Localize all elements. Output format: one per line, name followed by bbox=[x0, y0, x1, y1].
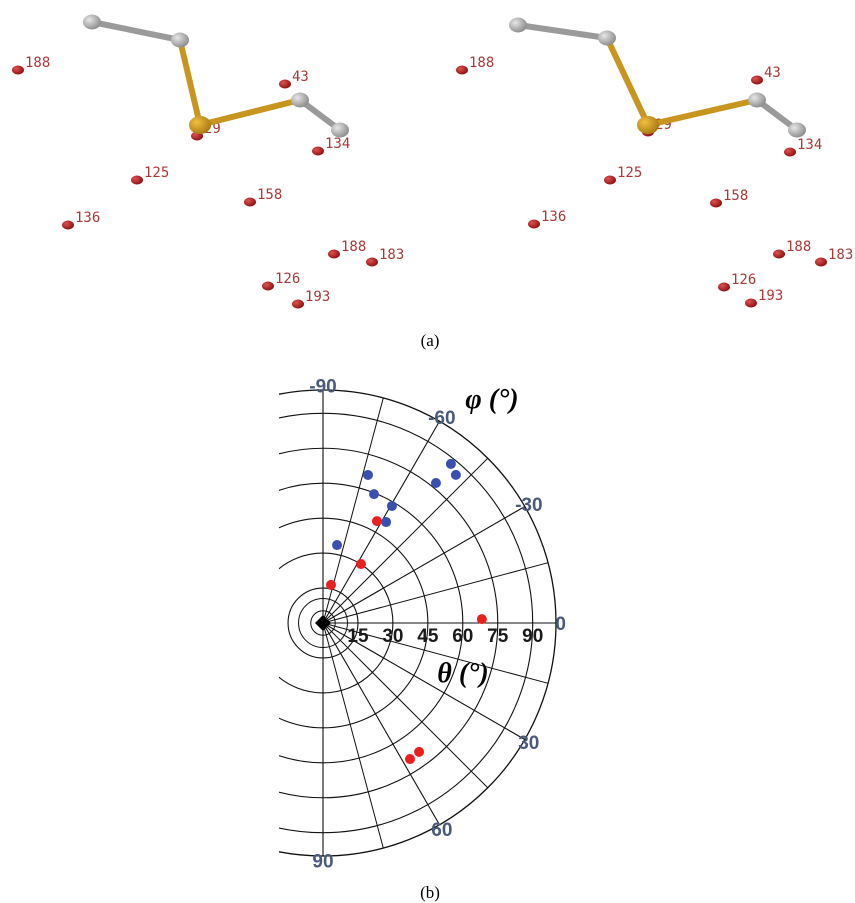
bond bbox=[607, 38, 648, 125]
atom bbox=[331, 123, 349, 138]
atom-dot bbox=[366, 258, 378, 267]
grid-spoke bbox=[323, 623, 440, 825]
theta-tick-label: 90 bbox=[522, 626, 543, 647]
data-point bbox=[414, 747, 424, 757]
atom bbox=[598, 31, 616, 46]
atom-dot bbox=[710, 199, 722, 208]
caption: (b) bbox=[420, 883, 440, 902]
atom-dot bbox=[745, 299, 757, 308]
data-point bbox=[405, 754, 415, 764]
phi-tick-label: -30 bbox=[515, 495, 542, 516]
minor-spoke bbox=[323, 458, 488, 623]
caption: (a) bbox=[421, 331, 440, 350]
theta-tick-label: 30 bbox=[382, 626, 403, 647]
phi-axis-title: φ (°) bbox=[465, 384, 518, 415]
atom-label: 134 bbox=[797, 137, 822, 153]
atom-label: 188 bbox=[786, 239, 811, 255]
atom-label: 188 bbox=[469, 55, 494, 71]
atom-dot bbox=[62, 221, 74, 230]
atom bbox=[83, 15, 101, 30]
atom-dot bbox=[784, 148, 796, 157]
atom-dot bbox=[292, 300, 304, 309]
data-point bbox=[363, 470, 373, 480]
minor-spoke bbox=[323, 563, 548, 623]
theta-tick-label: 75 bbox=[487, 626, 509, 647]
bond bbox=[518, 25, 607, 38]
data-point bbox=[332, 540, 342, 550]
atom-label: 125 bbox=[144, 165, 169, 181]
phi-tick-label: 0 bbox=[555, 614, 566, 635]
theta-axis-title: θ (°) bbox=[437, 658, 488, 689]
data-point bbox=[369, 489, 379, 499]
atom-dot bbox=[312, 147, 324, 156]
atom-label: 158 bbox=[257, 187, 282, 203]
atom-label: 125 bbox=[617, 165, 642, 181]
bond bbox=[92, 22, 180, 40]
data-point bbox=[477, 614, 487, 624]
atom bbox=[189, 116, 211, 134]
bond bbox=[200, 100, 300, 125]
atom-label: 136 bbox=[541, 209, 566, 225]
atom-dot bbox=[751, 76, 763, 85]
atom-label: 188 bbox=[25, 55, 50, 71]
atom-label: 158 bbox=[723, 188, 748, 204]
atom-label: 193 bbox=[305, 289, 330, 305]
data-point bbox=[387, 501, 397, 511]
atom-dot bbox=[131, 176, 143, 185]
data-point bbox=[372, 516, 382, 526]
atom-label: 43 bbox=[764, 65, 781, 81]
bond bbox=[648, 100, 757, 125]
atom-label: 43 bbox=[292, 69, 309, 85]
phi-tick-label: -60 bbox=[428, 408, 455, 429]
atom-label: 126 bbox=[275, 271, 300, 287]
data-point bbox=[446, 459, 456, 469]
atom bbox=[748, 93, 766, 108]
phi-tick-label: 90 bbox=[312, 852, 333, 873]
page: {"panel_a": {"labels": ["188", "43", "29… bbox=[0, 0, 855, 903]
atom bbox=[291, 93, 309, 108]
atom-label: 136 bbox=[75, 210, 100, 226]
minor-spoke bbox=[323, 623, 383, 848]
atom-dot bbox=[244, 198, 256, 207]
atom-label: 134 bbox=[325, 136, 350, 152]
data-point bbox=[381, 517, 391, 527]
atom-label: 188 bbox=[341, 239, 366, 255]
atom-label: 183 bbox=[379, 247, 404, 263]
theta-tick-label: 15 bbox=[347, 626, 369, 647]
atom-label: 126 bbox=[731, 272, 756, 288]
data-point bbox=[356, 559, 366, 569]
atom bbox=[788, 123, 806, 138]
theta-tick-label: 45 bbox=[417, 626, 439, 647]
atom-dot bbox=[328, 250, 340, 259]
grid-spoke bbox=[323, 507, 525, 624]
theta-tick-label: 60 bbox=[452, 626, 473, 647]
atom-dot bbox=[12, 66, 24, 75]
data-point bbox=[431, 478, 441, 488]
minor-spoke bbox=[323, 623, 488, 788]
atom-dot bbox=[604, 176, 616, 185]
bond bbox=[180, 40, 200, 125]
atom-label: 193 bbox=[758, 288, 783, 304]
atom bbox=[637, 116, 659, 134]
phi-tick-label: 60 bbox=[431, 820, 452, 841]
figure: 1884329134125158136188183126193188432913… bbox=[0, 0, 855, 903]
atom-dot bbox=[718, 283, 730, 292]
data-point bbox=[326, 580, 336, 590]
atom-dot bbox=[279, 80, 291, 89]
data-point bbox=[451, 470, 461, 480]
atom-dot bbox=[528, 220, 540, 229]
phi-tick-label: 30 bbox=[518, 733, 539, 754]
atom-dot bbox=[456, 66, 468, 75]
panel-b: 15 30 45 60 75 90 -90 -60 -30 0 30 60 90 φ (°) θ (°) bbox=[90, 376, 566, 872]
atom-dot bbox=[262, 282, 274, 291]
atom bbox=[171, 33, 189, 48]
atom-dot bbox=[773, 250, 785, 259]
atom-dot bbox=[815, 258, 827, 267]
atom-label: 183 bbox=[828, 247, 853, 263]
phi-tick-label: -90 bbox=[309, 376, 336, 397]
atom bbox=[509, 18, 527, 33]
